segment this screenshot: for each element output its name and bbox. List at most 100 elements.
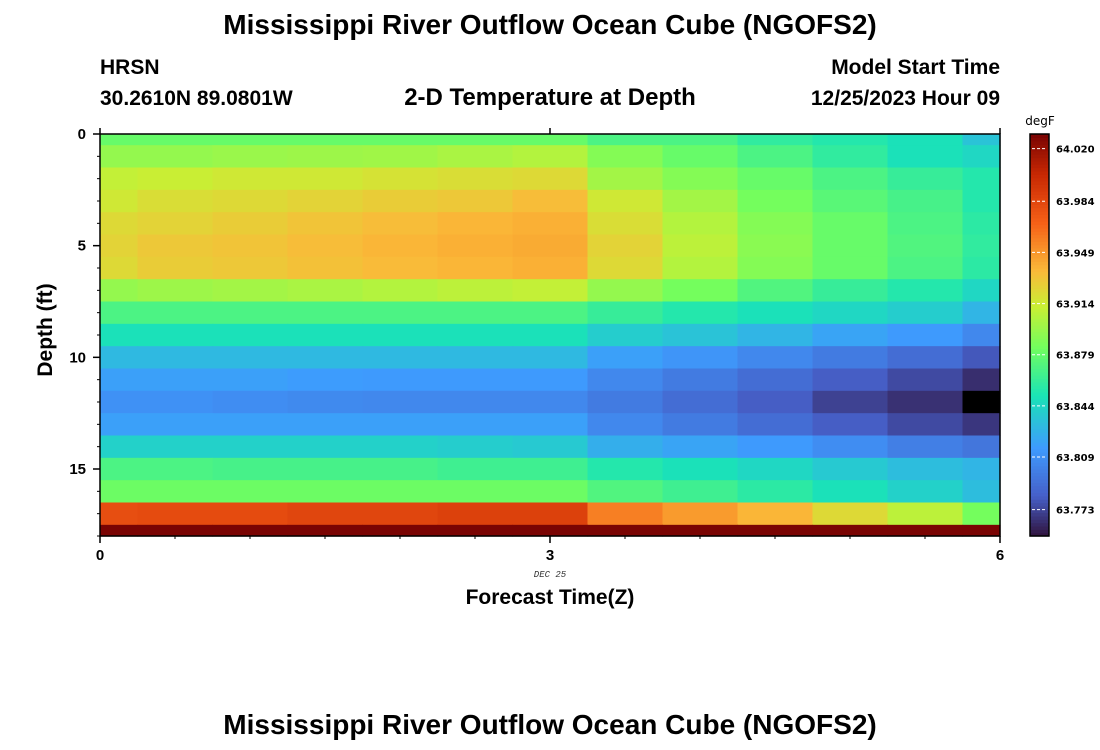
colorbar-segment xyxy=(1030,140,1049,145)
colorbar-segment xyxy=(1030,532,1049,537)
heatmap-cell xyxy=(512,256,589,280)
heatmap-cell xyxy=(887,212,964,236)
heatmap-cell xyxy=(287,502,364,526)
heatmap-cell xyxy=(962,279,1001,303)
colorbar-segment xyxy=(1030,184,1049,189)
heatmap-cell xyxy=(212,502,289,526)
heatmap-cell xyxy=(100,167,139,191)
colorbar-segment xyxy=(1030,144,1049,148)
colorbar-segment xyxy=(1030,314,1049,319)
colorbar-segment xyxy=(1030,328,1049,333)
heatmap-cell xyxy=(100,145,139,169)
heatmap-cell xyxy=(812,457,889,481)
heatmap-cell xyxy=(212,234,289,258)
colorbar-segment xyxy=(1030,147,1049,152)
colorbar-segment xyxy=(1030,174,1049,179)
heatmap-cell xyxy=(512,413,589,437)
heatmap-cell xyxy=(887,390,964,414)
heatmap-cell xyxy=(587,189,664,213)
heatmap-cell xyxy=(587,480,664,504)
y-tick-label: 0 xyxy=(78,126,86,143)
heatmap-cell xyxy=(662,234,739,258)
colorbar-tick-label: 63.773 xyxy=(1056,506,1095,517)
colorbar-segment xyxy=(1030,207,1049,212)
heatmap-cell xyxy=(362,145,439,169)
heatmap-cell xyxy=(887,134,964,146)
bottom-chart-title: Mississippi River Outflow Ocean Cube (NG… xyxy=(223,709,877,740)
colorbar-segment xyxy=(1030,425,1049,430)
colorbar-segment xyxy=(1030,442,1049,447)
heatmap-cell xyxy=(212,301,289,325)
heatmap-cell xyxy=(737,457,814,481)
y-tick-label: 10 xyxy=(69,349,86,366)
heatmap-cell xyxy=(437,480,514,504)
colorbar-segment xyxy=(1030,361,1049,366)
colorbar-segment xyxy=(1030,231,1049,236)
colorbar-segment xyxy=(1030,412,1049,416)
heatmap-cell xyxy=(662,502,739,526)
heatmap-cell xyxy=(362,502,439,526)
colorbar-segment xyxy=(1030,137,1049,142)
colorbar-segment xyxy=(1030,154,1049,159)
heatmap-cell xyxy=(812,323,889,347)
heatmap-cell xyxy=(662,346,739,370)
heatmap-cell xyxy=(887,346,964,370)
colorbar-segment xyxy=(1030,502,1049,507)
heatmap-cell xyxy=(362,390,439,414)
heatmap-cell xyxy=(512,457,589,481)
heatmap-cell xyxy=(587,212,664,236)
heatmap-cell xyxy=(100,256,139,280)
colorbar-segment xyxy=(1030,150,1049,155)
colorbar-segment xyxy=(1030,355,1049,360)
heatmap-cell xyxy=(737,134,814,146)
heatmap-cell xyxy=(287,256,364,280)
heatmap-cell xyxy=(962,390,1001,414)
colorbar-segment xyxy=(1030,134,1049,138)
heatmap-cell xyxy=(962,145,1001,169)
colorbar-segment xyxy=(1030,529,1049,534)
colorbar-segment xyxy=(1030,485,1049,490)
y-tick-label: 5 xyxy=(78,238,86,255)
heatmap-cell xyxy=(362,435,439,459)
heatmap-cell xyxy=(737,301,814,325)
heatmap-cell xyxy=(812,368,889,392)
heatmap-cell xyxy=(587,323,664,347)
heatmap-cell xyxy=(137,234,214,258)
heatmap-cell xyxy=(137,368,214,392)
heatmap-cell xyxy=(587,390,664,414)
colorbar-segment xyxy=(1030,284,1049,289)
heatmap-cell xyxy=(437,301,514,325)
heatmap-cell xyxy=(812,524,889,537)
heatmap-cell xyxy=(137,435,214,459)
heatmap-cell xyxy=(100,279,139,303)
colorbar-segment xyxy=(1030,499,1049,504)
colorbar-tick-label: 63.879 xyxy=(1056,351,1095,362)
colorbar-segment xyxy=(1030,448,1049,453)
colorbar-segment xyxy=(1030,415,1049,420)
colorbar-segment xyxy=(1030,402,1049,406)
heatmap-cell xyxy=(812,480,889,504)
heatmap-cell xyxy=(100,457,139,481)
colorbar-tick-label: 63.949 xyxy=(1056,248,1095,259)
heatmap-cell xyxy=(287,524,364,537)
heatmap-cell xyxy=(812,145,889,169)
heatmap-cell xyxy=(662,301,739,325)
colorbar-segment xyxy=(1030,458,1049,463)
heatmap-cell xyxy=(512,323,589,347)
y-tick-label: 15 xyxy=(69,461,86,478)
heatmap-cell xyxy=(437,435,514,459)
heatmap-cell xyxy=(437,167,514,191)
heatmap-cell xyxy=(737,256,814,280)
heatmap-cell xyxy=(812,435,889,459)
station-coords: 30.2610N 89.0801W xyxy=(100,87,293,110)
heatmap-cell xyxy=(100,134,139,146)
colorbar-segment xyxy=(1030,435,1049,440)
heatmap-cell xyxy=(662,413,739,437)
heatmap-cell xyxy=(137,145,214,169)
heatmap-cell xyxy=(437,457,514,481)
heatmap-cell xyxy=(212,413,289,437)
colorbar-segment xyxy=(1030,371,1049,376)
heatmap-cell xyxy=(512,480,589,504)
heatmap-cell xyxy=(362,167,439,191)
heatmap-cell xyxy=(587,413,664,437)
